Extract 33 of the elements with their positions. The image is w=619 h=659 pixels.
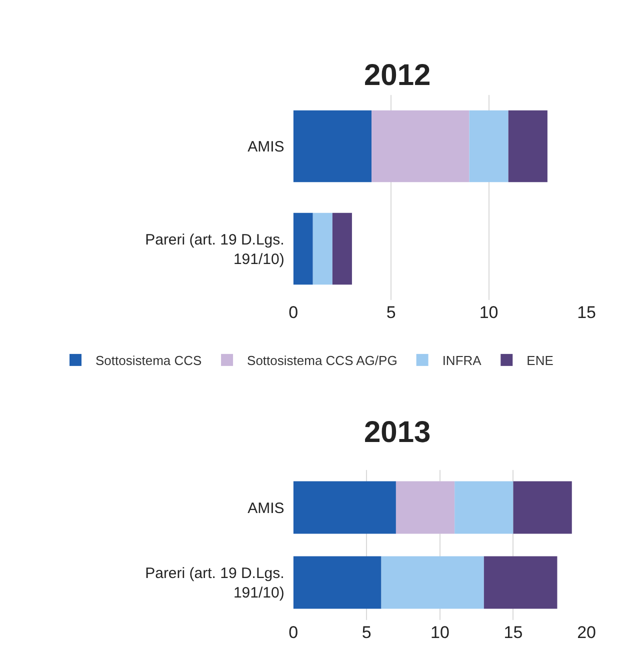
bar	[332, 212, 352, 285]
x-tick-label: 5	[362, 623, 372, 642]
bar	[293, 481, 396, 534]
x-tick-label: 10	[479, 303, 498, 322]
x-tick-label: 5	[386, 303, 396, 322]
x-tick-label: 15	[504, 623, 523, 642]
x-tick-label: 0	[288, 623, 298, 642]
bar	[513, 481, 572, 534]
bar	[508, 110, 548, 182]
legend-label: INFRA	[442, 353, 482, 368]
x-tick-label: 10	[430, 623, 450, 642]
bar	[381, 556, 484, 609]
x-tick-label: 20	[577, 623, 596, 642]
bar	[293, 556, 382, 609]
bar	[312, 212, 332, 285]
y-tick-label: AMIS	[248, 500, 284, 517]
bar	[293, 110, 372, 182]
bar	[469, 110, 508, 182]
bar	[293, 212, 313, 285]
chart-title: 2012	[364, 59, 431, 92]
legend-label: Sottosistema CCS AG/PG	[247, 353, 398, 368]
legend-label: Sottosistema CCS	[96, 353, 202, 368]
x-tick-label: 15	[577, 303, 596, 322]
bar	[454, 481, 514, 534]
y-tick-label: Pareri (art. 19 D.Lgs. 191/10)	[145, 231, 284, 268]
bar	[372, 110, 470, 182]
bar	[484, 556, 558, 609]
x-tick-label: 0	[288, 303, 298, 322]
bar	[396, 481, 455, 534]
chart-title: 2013	[364, 416, 431, 449]
y-tick-label: AMIS	[248, 138, 284, 156]
y-tick-label: Pareri (art. 19 D.Lgs. 191/10)	[145, 565, 284, 602]
legend-label: ENE	[526, 353, 554, 368]
